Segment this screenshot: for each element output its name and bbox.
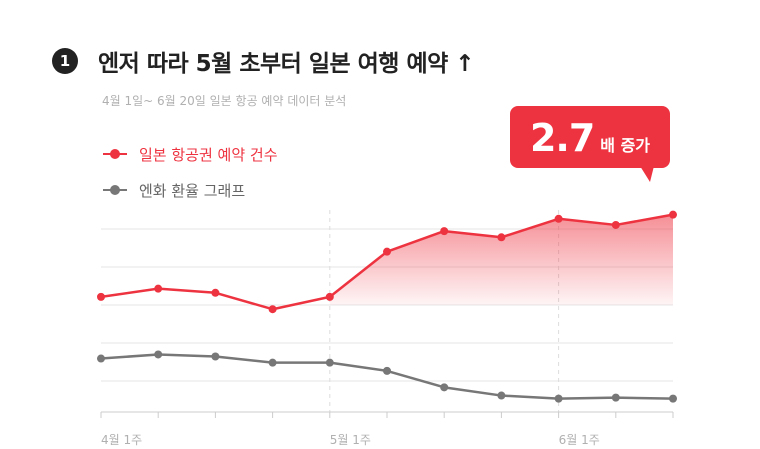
legend-label-yen: 엔화 환율 그래프	[139, 181, 246, 200]
series-line-1	[100, 353, 674, 400]
legend-swatch-gray	[103, 184, 127, 196]
series-1-point-0	[97, 354, 105, 363]
series-0-point-2	[211, 288, 220, 297]
step-badge: 1	[52, 48, 78, 74]
callout-suffix: 배 증가	[600, 136, 651, 155]
series-0-point-9	[611, 220, 620, 229]
bookings-area	[329, 214, 673, 305]
series-1-point-10	[669, 394, 677, 403]
series-1-point-7	[497, 391, 506, 400]
legend: 일본 항공권 예약 건수 엔화 환율 그래프	[103, 143, 278, 215]
series-1-point-4	[325, 358, 334, 367]
series-1-point-5	[383, 366, 391, 375]
legend-swatch-red	[103, 148, 127, 160]
series-1-point-8	[554, 394, 563, 403]
legend-label-bookings: 일본 항공권 예약 건수	[139, 145, 278, 164]
callout-value: 2.7	[529, 116, 595, 160]
series-0-point-0	[97, 292, 105, 301]
series-0-point-3	[268, 305, 277, 314]
series-1-point-9	[611, 393, 620, 402]
series-0-point-7	[497, 233, 506, 242]
series-0-point-4	[325, 292, 334, 301]
chart-subtitle: 4월 1일~ 6월 20일 일본 항공 예약 데이터 분석	[102, 94, 347, 108]
x-tick-label-2: 6월 1주	[559, 433, 600, 447]
legend-item-yen: 엔화 환율 그래프	[103, 179, 278, 201]
legend-item-bookings: 일본 항공권 예약 건수	[103, 143, 278, 165]
x-tick-label-1: 5월 1주	[330, 433, 371, 447]
series-1-point-3	[268, 358, 277, 367]
x-tick-label-0: 4월 1주	[101, 433, 142, 447]
series-0-point-10	[669, 210, 677, 219]
series-0-point-6	[440, 227, 449, 236]
series-0-point-5	[383, 247, 391, 256]
callout-tail	[640, 166, 654, 182]
series-0-point-1	[154, 284, 163, 293]
increase-callout: 2.7 배 증가	[510, 106, 670, 168]
series-1-point-6	[440, 383, 449, 392]
series-0-point-8	[554, 214, 563, 223]
header: 1 엔저 따라 5월 초부터 일본 여행 예약 ↑	[52, 44, 475, 78]
chart-title: 엔저 따라 5월 초부터 일본 여행 예약 ↑	[98, 51, 475, 77]
series-1-point-2	[211, 352, 220, 361]
series-1-point-1	[154, 350, 163, 359]
